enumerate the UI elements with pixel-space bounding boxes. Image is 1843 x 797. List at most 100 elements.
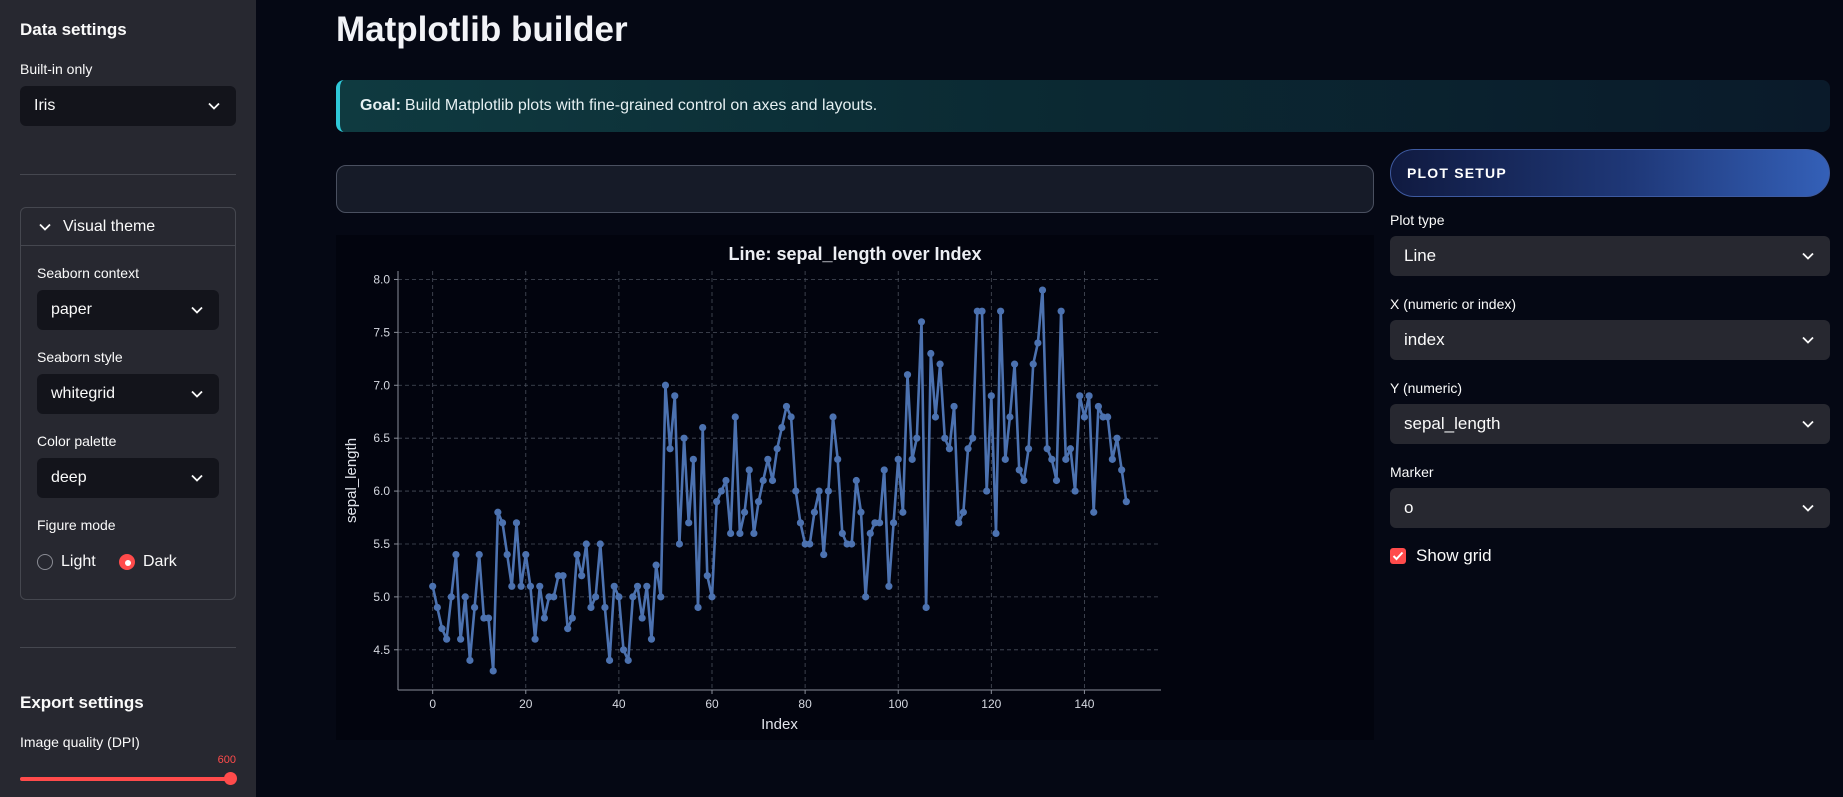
visual-theme-toggle[interactable]: Visual theme <box>21 208 235 246</box>
figure-mode-light-label: Light <box>61 553 96 570</box>
data-point <box>508 582 516 590</box>
data-point <box>629 593 637 601</box>
x-tick-label: 40 <box>612 697 626 711</box>
data-point <box>1118 466 1126 474</box>
seaborn-context-select[interactable]: paper <box>37 290 219 330</box>
data-point <box>675 540 684 548</box>
data-point <box>517 582 525 590</box>
x-tick-label: 20 <box>519 697 533 711</box>
data-point <box>1108 455 1116 463</box>
data-point <box>773 445 781 453</box>
data-point <box>857 508 865 516</box>
seaborn-style-select[interactable]: whitegrid <box>37 374 219 414</box>
data-point <box>740 508 749 516</box>
visual-theme-title: Visual theme <box>63 217 156 235</box>
data-point <box>666 445 674 453</box>
data-point <box>564 625 572 633</box>
data-point <box>1062 455 1070 463</box>
data-point <box>592 593 600 601</box>
data-point <box>727 529 735 538</box>
data-point <box>983 487 991 495</box>
radio-icon <box>37 554 53 570</box>
dpi-slider-track[interactable] <box>20 777 230 781</box>
data-point <box>941 434 949 442</box>
y-tick-label: 6.0 <box>373 484 390 498</box>
data-point <box>880 466 888 474</box>
data-point <box>717 487 725 495</box>
data-point <box>1015 466 1023 474</box>
data-point <box>936 360 944 368</box>
data-point <box>494 508 502 516</box>
figure-mode-dark-label: Dark <box>143 553 177 570</box>
data-point <box>531 635 539 643</box>
data-point <box>605 656 614 664</box>
color-palette-label: Color palette <box>37 433 117 449</box>
data-point <box>1034 339 1042 347</box>
data-point <box>1006 413 1014 421</box>
data-point <box>713 498 721 506</box>
color-palette-value: deep <box>51 469 87 486</box>
data-point <box>866 529 874 538</box>
data-point <box>699 423 707 432</box>
data-point <box>768 476 777 485</box>
data-point <box>927 349 935 358</box>
data-point <box>731 413 739 421</box>
data-point <box>1048 455 1056 463</box>
show-grid-label: Show grid <box>1416 546 1492 565</box>
x-tick-label: 0 <box>429 697 436 711</box>
y-axis-select[interactable]: sepal_length <box>1390 404 1830 444</box>
data-point <box>615 593 623 601</box>
x-tick-label: 140 <box>1074 697 1094 711</box>
dpi-slider-thumb[interactable] <box>224 772 237 785</box>
data-point <box>997 307 1005 315</box>
y-axis-label: Y (numeric) <box>1390 380 1463 396</box>
data-point <box>922 603 930 612</box>
data-point <box>782 402 791 411</box>
data-point <box>964 445 972 453</box>
show-grid-checkbox[interactable]: Show grid <box>1390 546 1492 566</box>
data-point <box>484 614 493 622</box>
figure-mode-label: Figure mode <box>37 517 116 533</box>
dpi-value: 600 <box>217 754 236 766</box>
data-point <box>754 498 763 506</box>
x-tick-label: 80 <box>798 697 812 711</box>
x-tick-label: 120 <box>981 697 1001 711</box>
data-point <box>466 656 474 664</box>
data-point <box>601 603 609 612</box>
data-point <box>1122 498 1130 506</box>
plot-type-select[interactable]: Line <box>1390 236 1830 276</box>
data-point <box>1066 445 1075 453</box>
divider <box>20 174 236 175</box>
data-point <box>885 582 893 590</box>
figure-mode-light[interactable]: Light <box>37 553 96 571</box>
data-point <box>573 550 581 559</box>
empty-input-box[interactable] <box>336 165 1374 213</box>
data-point <box>908 455 916 463</box>
data-point <box>978 307 986 315</box>
x-axis-value: index <box>1404 330 1445 349</box>
data-point <box>652 561 660 569</box>
data-point <box>624 656 632 664</box>
data-point <box>526 582 535 590</box>
data-point <box>1038 286 1047 294</box>
y-tick-label: 6.5 <box>373 431 390 445</box>
data-point <box>438 625 446 633</box>
seaborn-context-label: Seaborn context <box>37 265 139 281</box>
chevron-down-icon <box>189 302 205 318</box>
chevron-down-icon <box>1800 248 1816 264</box>
figure-mode-dark[interactable]: Dark <box>119 553 177 571</box>
x-axis-label: X (numeric or index) <box>1390 296 1517 312</box>
data-point <box>796 519 805 527</box>
data-point <box>917 318 926 326</box>
data-point <box>764 455 772 463</box>
color-palette-select[interactable]: deep <box>37 458 219 498</box>
seaborn-style-value: whitegrid <box>51 385 116 402</box>
data-point <box>745 466 753 474</box>
data-point <box>1094 402 1102 411</box>
y-tick-label: 5.0 <box>373 590 390 604</box>
marker-select[interactable]: o <box>1390 488 1830 528</box>
data-point <box>671 392 679 400</box>
x-axis-select[interactable]: index <box>1390 320 1830 360</box>
data-point <box>550 593 558 601</box>
dataset-select[interactable]: Iris <box>20 86 236 126</box>
